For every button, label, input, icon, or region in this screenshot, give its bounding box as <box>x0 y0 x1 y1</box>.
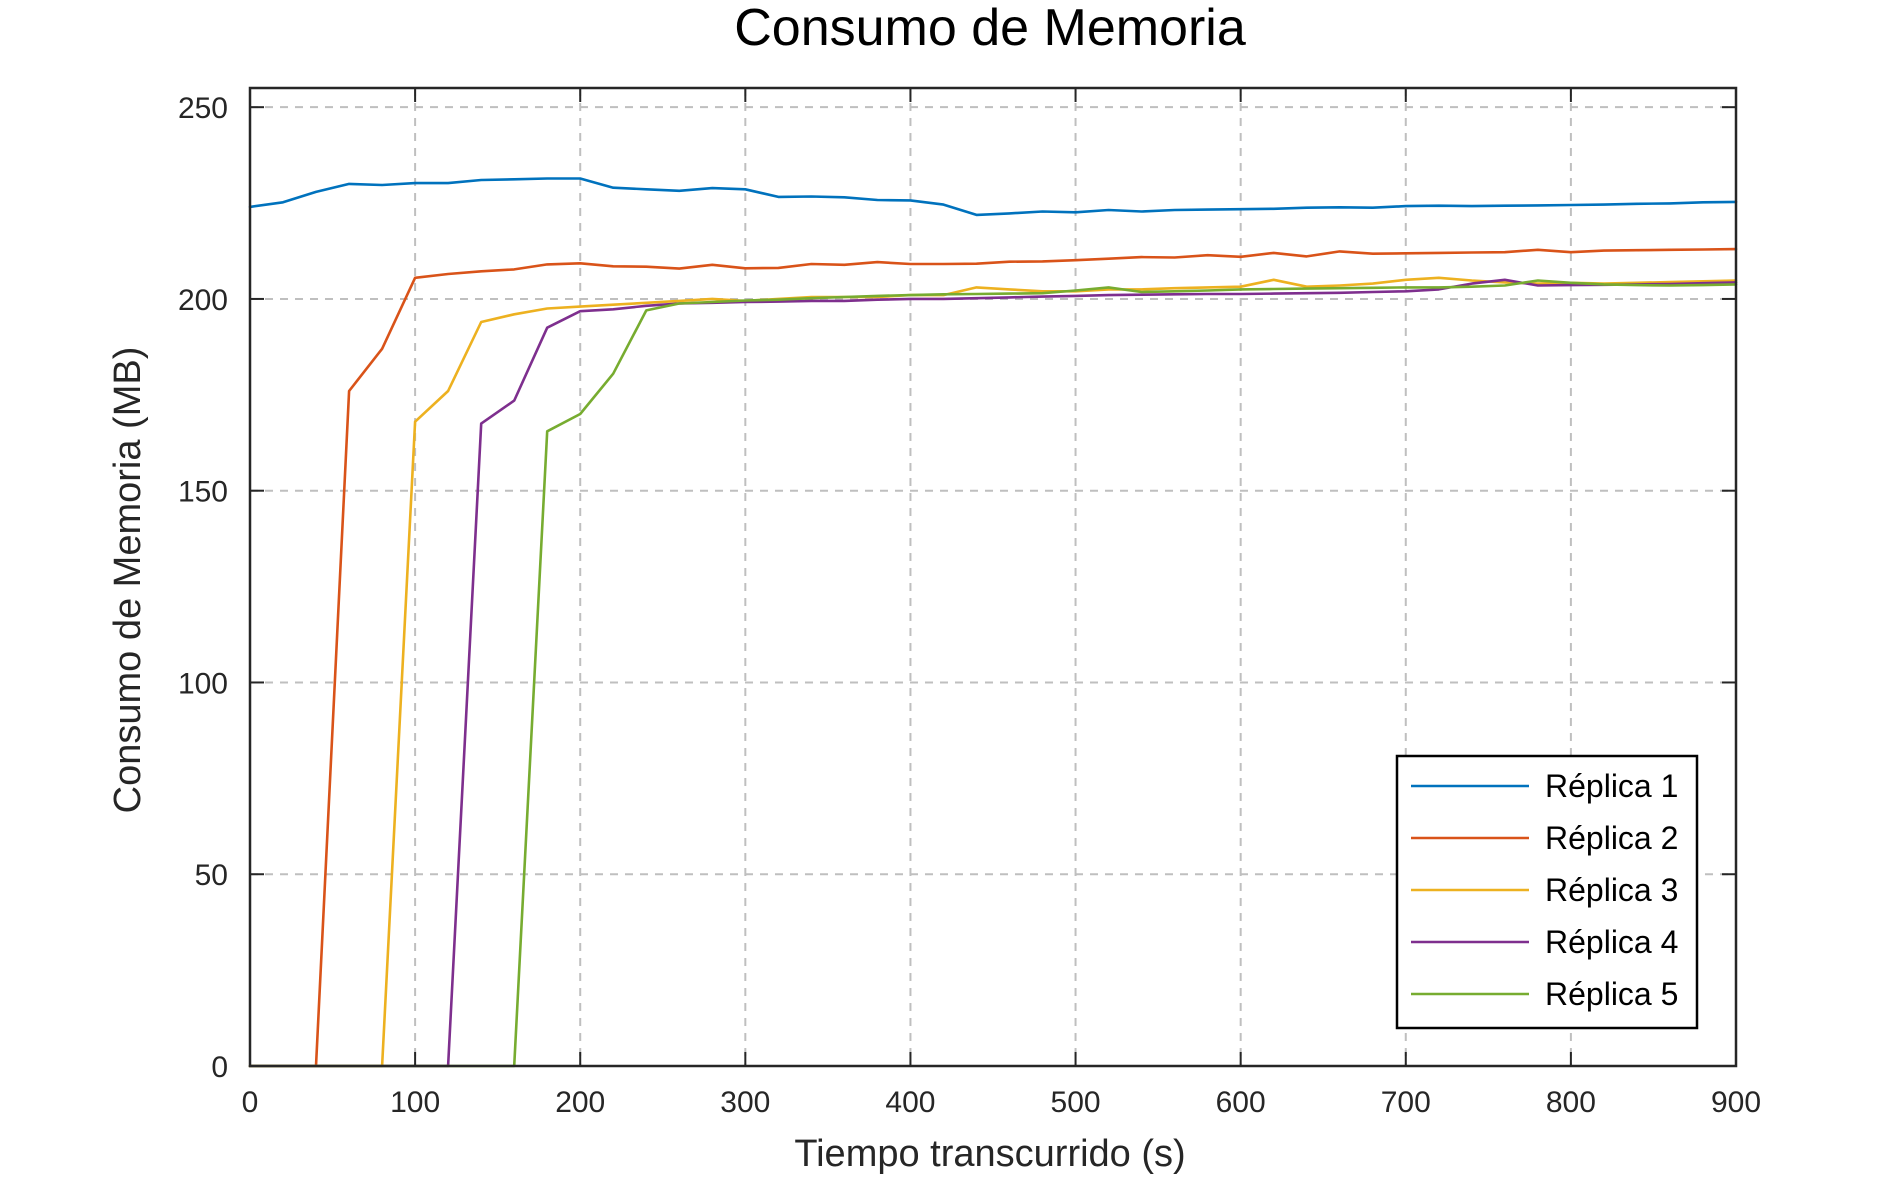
y-tick-label: 100 <box>178 667 228 700</box>
legend-label-3: Réplica 3 <box>1545 872 1678 908</box>
legend-label-1: Réplica 1 <box>1545 768 1678 804</box>
series-line-1 <box>248 177 1738 217</box>
legend-label-2: Réplica 2 <box>1545 820 1678 856</box>
legend-label-4: Réplica 4 <box>1545 924 1678 960</box>
x-tick-label: 700 <box>1381 1086 1431 1119</box>
x-tick-label: 400 <box>885 1086 935 1119</box>
x-axis-label: Tiempo transcurrido (s) <box>794 1133 1185 1175</box>
y-tick-label: 0 <box>211 1051 228 1084</box>
series-line-2 <box>248 247 1738 1068</box>
x-tick-label: 300 <box>720 1086 770 1119</box>
x-tick-label: 900 <box>1711 1086 1761 1119</box>
y-tick-label: 200 <box>178 284 228 317</box>
y-axis-label: Consumo de Memoria (MB) <box>107 347 149 814</box>
x-tick-label: 0 <box>242 1086 259 1119</box>
y-tick-label: 50 <box>195 859 228 892</box>
legend-label-5: Réplica 5 <box>1545 976 1678 1012</box>
axis-ticks: 0 100 200 300 400 500 600 700 800 900 0 50 100 150 200… <box>178 88 1761 1119</box>
x-tick-label: 500 <box>1051 1086 1101 1119</box>
x-tick-label: 800 <box>1546 1086 1596 1119</box>
legend: Réplica 1 Réplica 2 Réplica 3 Réplica 4 Répl… <box>1395 754 1699 1030</box>
series-line-4 <box>248 278 1738 1068</box>
x-tick-label: 100 <box>390 1086 440 1119</box>
legend-box <box>1395 754 1699 1030</box>
plot-frame <box>248 86 1738 1068</box>
y-tick-label: 250 <box>178 92 228 125</box>
y-tick-label: 150 <box>178 476 228 509</box>
x-tick-label: 600 <box>1216 1086 1266 1119</box>
x-tick-label: 200 <box>555 1086 605 1119</box>
plot-axes <box>248 86 1738 1068</box>
chart-title: Consumo de Memoria <box>734 0 1246 57</box>
